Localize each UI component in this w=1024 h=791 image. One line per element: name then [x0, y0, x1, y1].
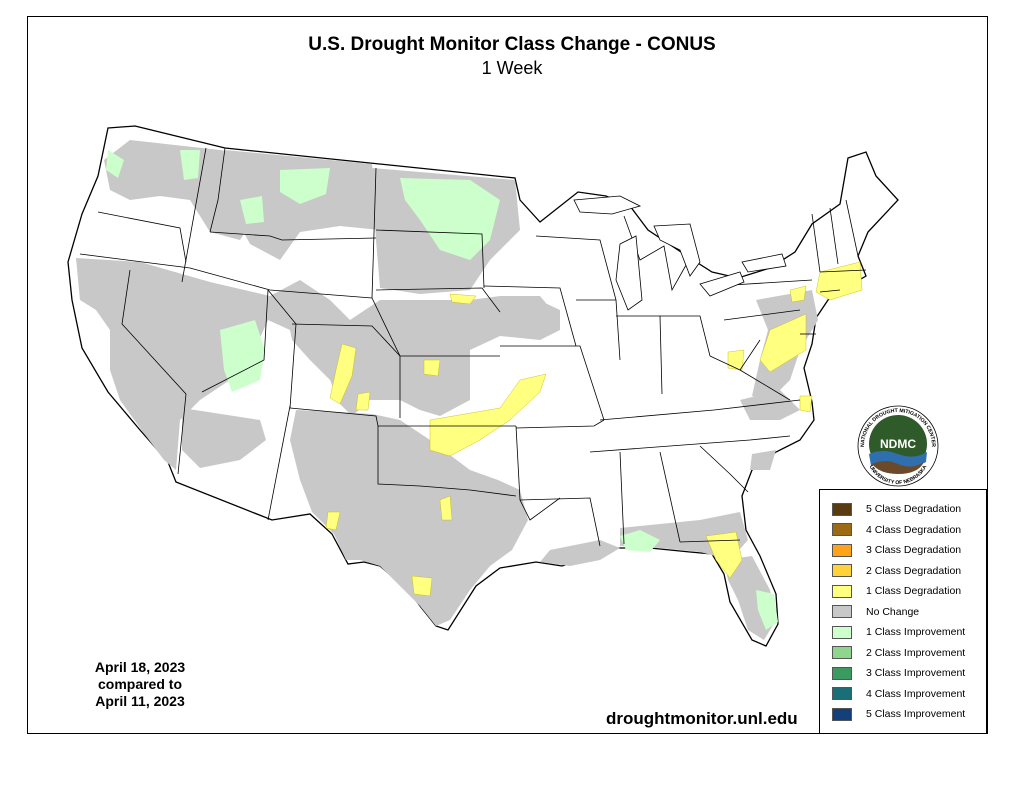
date-current: April 18, 2023 — [94, 659, 186, 675]
legend-swatch — [832, 564, 852, 577]
legend-swatch — [832, 543, 852, 557]
legend-item: 1 Class Improvement — [832, 625, 965, 639]
legend-item: 2 Class Degradation — [832, 564, 961, 578]
legend-swatch — [832, 605, 852, 618]
legend-swatch — [832, 502, 852, 516]
legend-label: 1 Class Degradation — [866, 585, 962, 597]
legend-swatch — [832, 666, 852, 680]
legend-label: 2 Class Degradation — [866, 564, 962, 577]
great-lakes — [573, 195, 787, 311]
legend-item: 4 Class Degradation — [832, 523, 961, 537]
logo-acronym: NDMC — [880, 437, 916, 451]
ndmc-logo: NDMC NATIONAL DROUGHT MITIGATION CENTER … — [857, 405, 939, 487]
legend-label: No Change — [866, 605, 920, 618]
legend-label: 5 Class Degradation — [866, 503, 962, 515]
legend-label: 1 Class Improvement — [866, 626, 966, 638]
source-url[interactable]: droughtmonitor.unl.edu — [606, 709, 798, 728]
legend-item: 5 Class Improvement — [832, 707, 965, 721]
legend-item: 3 Class Improvement — [832, 666, 965, 680]
legend-swatch — [832, 687, 852, 700]
map-subtitle: 1 Week — [481, 58, 543, 78]
state-borders — [79, 147, 867, 547]
legend-item: 2 Class Improvement — [832, 646, 965, 660]
legend: 5 Class Degradation 4 Class Degradation 3 … — [819, 489, 987, 734]
legend-item: 5 Class Degradation — [832, 502, 961, 516]
date-block: April 18, 2023 compared to April 11, 202… — [50, 659, 230, 710]
improvement-1-areas — [106, 150, 778, 630]
legend-swatch — [832, 646, 852, 659]
legend-swatch — [832, 523, 852, 536]
legend-label: 2 Class Improvement — [866, 646, 966, 659]
legend-item: 3 Class Degradation — [832, 543, 961, 557]
legend-swatch — [832, 584, 852, 598]
legend-swatch — [832, 625, 852, 639]
legend-item: No Change — [832, 605, 919, 619]
legend-swatch — [832, 707, 852, 721]
legend-label: 3 Class Improvement — [866, 667, 966, 679]
legend-label: 4 Class Improvement — [866, 687, 966, 700]
legend-label: 3 Class Degradation — [866, 544, 962, 556]
legend-label: 4 Class Degradation — [866, 523, 962, 536]
legend-label: 5 Class Improvement — [866, 708, 966, 720]
legend-item: 4 Class Improvement — [832, 687, 965, 701]
map-title: U.S. Drought Monitor Class Change - CONU… — [308, 34, 716, 55]
legend-item: 1 Class Degradation — [832, 584, 961, 598]
date-compared: compared to — [97, 676, 182, 692]
date-previous: April 11, 2023 — [95, 693, 185, 709]
